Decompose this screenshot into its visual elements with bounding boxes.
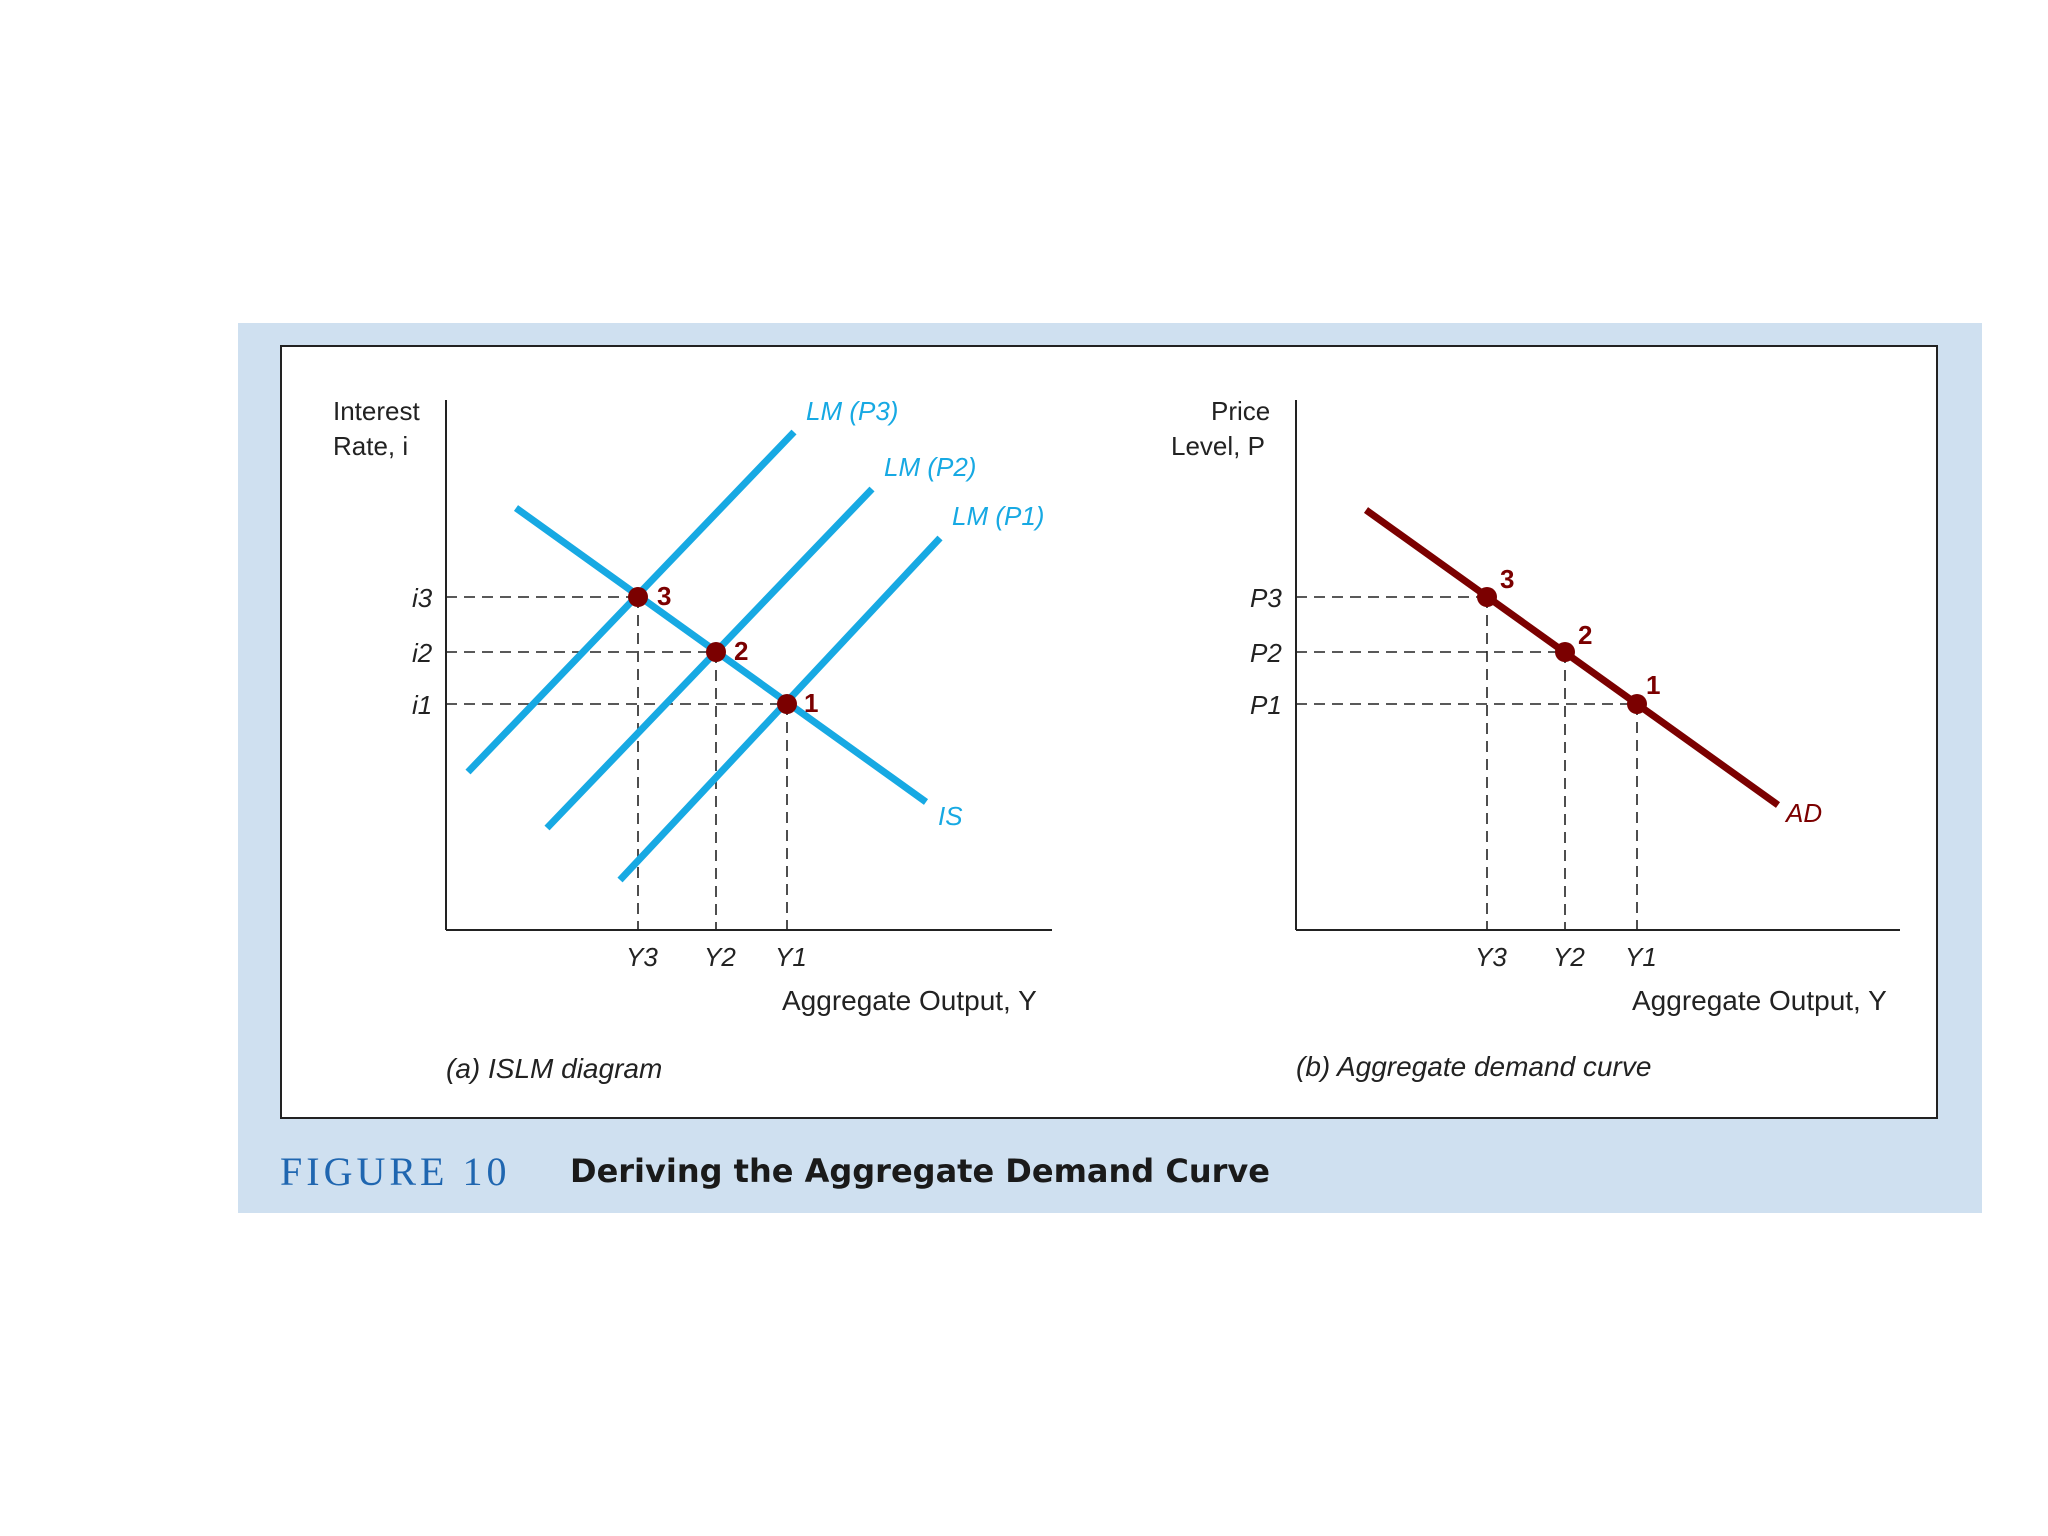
panel-a-x-tick-y3: Y3 [626, 942, 658, 972]
panel-a-point-2 [706, 642, 726, 662]
panel-b-x-tick-y2: Y2 [1553, 942, 1585, 972]
panel-a-y-axis-label-line1: Interest [333, 396, 420, 426]
panel-a-islm: Interest Rate, i i3 i2 i1 Y3 Y2 Y1 LM (P… [333, 396, 1052, 1084]
panel-b-subtitle: (b) Aggregate demand curve [1296, 1051, 1651, 1082]
panel-b-point-3 [1477, 587, 1497, 607]
figure-number: FIGURE 10 [280, 1149, 511, 1194]
panel-b-x-axis-label: Aggregate Output, Y [1632, 985, 1887, 1016]
panel-b-point-label-2: 2 [1578, 620, 1592, 650]
panel-a-y-tick-i3: i3 [412, 583, 433, 613]
panel-b-x-tick-y3: Y3 [1475, 942, 1507, 972]
diagram-frame [280, 345, 1938, 1119]
is-label: IS [938, 801, 963, 831]
panel-b-y-tick-p3: P3 [1250, 583, 1282, 613]
panel-b-point-label-3: 3 [1500, 564, 1514, 594]
ad-label: AD [1784, 798, 1822, 828]
panel-a-subtitle: (a) ISLM diagram [446, 1053, 662, 1084]
lm-p3-label: LM (P3) [806, 396, 898, 426]
lm-p2-label: LM (P2) [884, 452, 976, 482]
panel-a-x-axis-label: Aggregate Output, Y [782, 985, 1037, 1016]
panel-b-y-axis-label-line2: Level, P [1171, 431, 1265, 461]
panel-a-point-3 [628, 587, 648, 607]
panel-b-y-tick-p2: P2 [1250, 638, 1282, 668]
panel-a-x-tick-y2: Y2 [704, 942, 736, 972]
panel-b-point-label-1: 1 [1646, 670, 1660, 700]
lm-p1-label: LM (P1) [952, 501, 1044, 531]
panel-a-y-axis-label-line2: Rate, i [333, 431, 408, 461]
figure-title: Deriving the Aggregate Demand Curve [570, 1152, 1270, 1190]
panel-b-y-axis-label-line1: Price [1211, 396, 1270, 426]
panel-a-point-label-3: 3 [657, 581, 671, 611]
panel-a-y-tick-i2: i2 [412, 638, 433, 668]
panel-b-point-1 [1627, 694, 1647, 714]
panel-b-y-tick-p1: P1 [1250, 690, 1282, 720]
panel-a-point-label-2: 2 [734, 636, 748, 666]
panel-b-ad: Price Level, P P3 P2 P1 Y3 Y2 Y1 AD 3 2 … [1171, 396, 1900, 1082]
panel-b-point-2 [1555, 642, 1575, 662]
panel-a-point-1 [777, 694, 797, 714]
panel-a-x-tick-y1: Y1 [775, 942, 807, 972]
panel-b-x-tick-y1: Y1 [1625, 942, 1657, 972]
panel-a-point-label-1: 1 [804, 688, 818, 718]
panel-a-y-tick-i1: i1 [412, 690, 432, 720]
